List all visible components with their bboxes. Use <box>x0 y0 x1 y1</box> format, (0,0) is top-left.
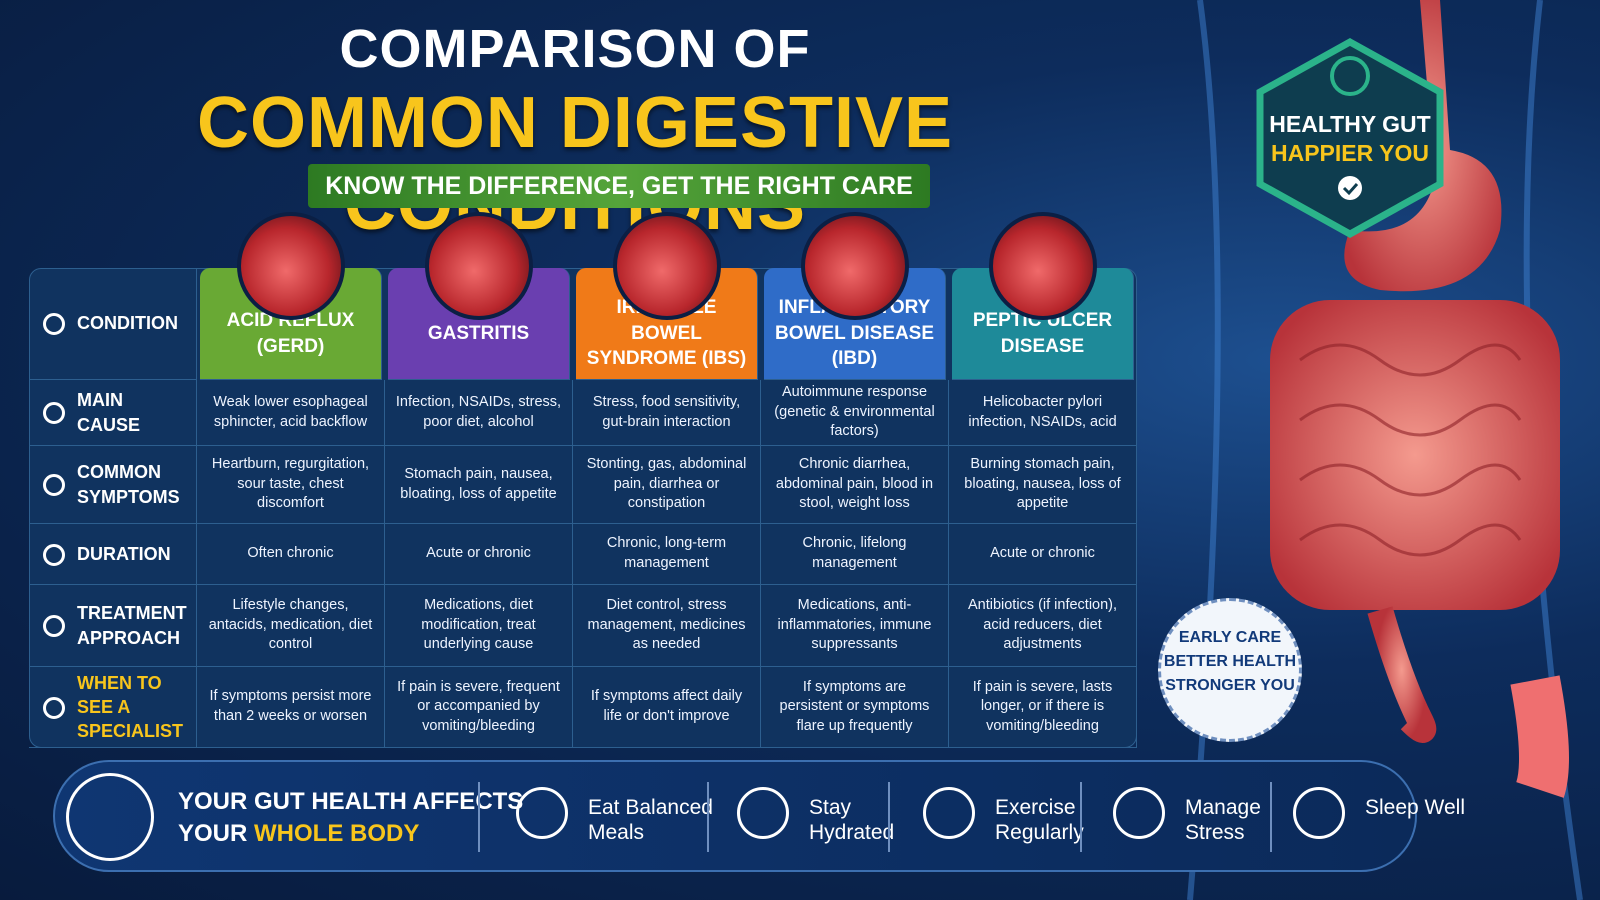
table-cell: Infection, NSAIDs, stress, poor diet, al… <box>385 380 573 446</box>
row-label: DURATION <box>29 524 197 585</box>
row-icon <box>43 543 65 566</box>
early-care-circle <box>1158 598 1302 742</box>
early-care-line: EARLY CARE <box>1178 629 1282 646</box>
badge-line: HAPPIER YOU <box>1270 139 1430 166</box>
table-cell: If pain is severe, lasts longer, or if t… <box>949 667 1137 748</box>
row-label: WHEN TO SEE A SPECIALIST <box>29 667 197 748</box>
footer-message-prefix: YOUR <box>178 820 248 848</box>
table-cell: If symptoms are persistent or symptoms f… <box>761 667 949 748</box>
body-illustration <box>1187 0 1583 900</box>
table-cell: Chronic, long-term management <box>573 524 761 585</box>
table-cell: Antibiotics (if infection), acid reducer… <box>949 585 1137 667</box>
table-cell: Stonting, gas, abdominal pain, diarrhea … <box>573 446 761 524</box>
tip-text: Stay Hydrated <box>809 796 895 845</box>
row-icon <box>43 696 65 719</box>
table-cell: Medications, anti-inflammatories, immune… <box>761 585 949 667</box>
footer-message-line1: YOUR GUT HEALTH AFFECTS <box>178 788 524 815</box>
subtitle-banner: KNOW THE DIFFERENCE, GET THE RIGHT CARE <box>308 164 930 208</box>
table-cell: If pain is severe, frequent or accompani… <box>385 667 573 748</box>
table-cell: Medications, diet modification, treat un… <box>385 585 573 667</box>
early-care-text: EARLY CARE BETTER HEALTH STRONGER YOU <box>1158 626 1302 698</box>
table-cell: Acute or chronic <box>385 524 573 585</box>
early-care-line: STRONGER YOU <box>1165 677 1295 694</box>
table-cell: Stress, food sensitivity, gut-brain inte… <box>573 380 761 446</box>
tip-text: Exercise Regularly <box>995 796 1084 845</box>
table-cell: Weak lower esophageal sphincter, acid ba… <box>197 380 385 446</box>
tip-divider <box>1080 782 1082 852</box>
tip-divider <box>1270 782 1272 852</box>
table-cell: Chronic diarrhea, abdominal pain, blood … <box>761 446 949 524</box>
row-label: COMMON SYMPTOMS <box>29 446 197 524</box>
table-cell: If symptoms persist more than 2 weeks or… <box>197 667 385 748</box>
table-cell: Autoimmune response (genetic & environme… <box>761 380 949 446</box>
title-line1: COMPARISON OF <box>339 19 811 79</box>
footer-message: YOUR GUT HEALTH AFFECTS YOUR WHOLE BODY <box>178 786 523 851</box>
table-cell: Heartburn, regurgitation, sour taste, ch… <box>197 446 385 524</box>
table-cell: If symptoms affect daily life or don't i… <box>573 667 761 748</box>
table-cell: Stomach pain, nausea, bloating, loss of … <box>385 446 573 524</box>
tip-divider <box>478 782 480 852</box>
tip-icon <box>737 787 789 839</box>
tip-divider <box>888 782 890 852</box>
condition-image <box>989 212 1097 320</box>
tip-divider <box>707 782 709 852</box>
row-label: TREATMENT APPROACH <box>29 585 197 667</box>
condition-image <box>237 212 345 320</box>
table-cell: Helicobacter pylori infection, NSAIDs, a… <box>949 380 1137 446</box>
footer-message-line2: YOUR WHOLE BODY <box>178 818 523 850</box>
row-icon <box>43 615 65 637</box>
badge-text: HEALTHY GUT HAPPIER YOU <box>1250 110 1450 168</box>
tip-icon <box>1293 787 1345 839</box>
table-cell: Often chronic <box>197 524 385 585</box>
tip-text: Sleep Well <box>1365 796 1465 819</box>
row-icon <box>43 313 65 335</box>
tip-icon <box>516 787 568 839</box>
tip-icon <box>1113 787 1165 839</box>
tip-text: Manage Stress <box>1185 796 1261 845</box>
row-icon <box>43 402 65 424</box>
condition-header: PEPTIC ULCER DISEASE <box>952 268 1134 380</box>
row-label: CONDITION <box>29 268 197 380</box>
footer-message-highlight: WHOLE BODY <box>254 820 420 848</box>
condition-image <box>425 212 533 320</box>
tip-icon <box>923 787 975 839</box>
table-cell: Chronic, lifelong management <box>761 524 949 585</box>
footer-gut-icon <box>66 773 154 861</box>
table-cell: Lifestyle changes, antacids, medication,… <box>197 585 385 667</box>
row-label: MAIN CAUSE <box>29 380 197 446</box>
early-care-line: BETTER HEALTH <box>1163 653 1297 670</box>
row-icon <box>43 474 65 496</box>
tip-text: Eat Balanced Meals <box>588 796 713 845</box>
table-cell: Burning stomach pain, bloating, nausea, … <box>949 446 1137 524</box>
table-cell: Acute or chronic <box>949 524 1137 585</box>
condition-image <box>613 212 721 320</box>
badge-line: HEALTHY GUT <box>1269 111 1431 137</box>
table-cell: Diet control, stress management, medicin… <box>573 585 761 667</box>
footer-bar <box>53 760 1417 872</box>
badge-shape <box>1256 38 1444 238</box>
condition-image <box>801 212 909 320</box>
